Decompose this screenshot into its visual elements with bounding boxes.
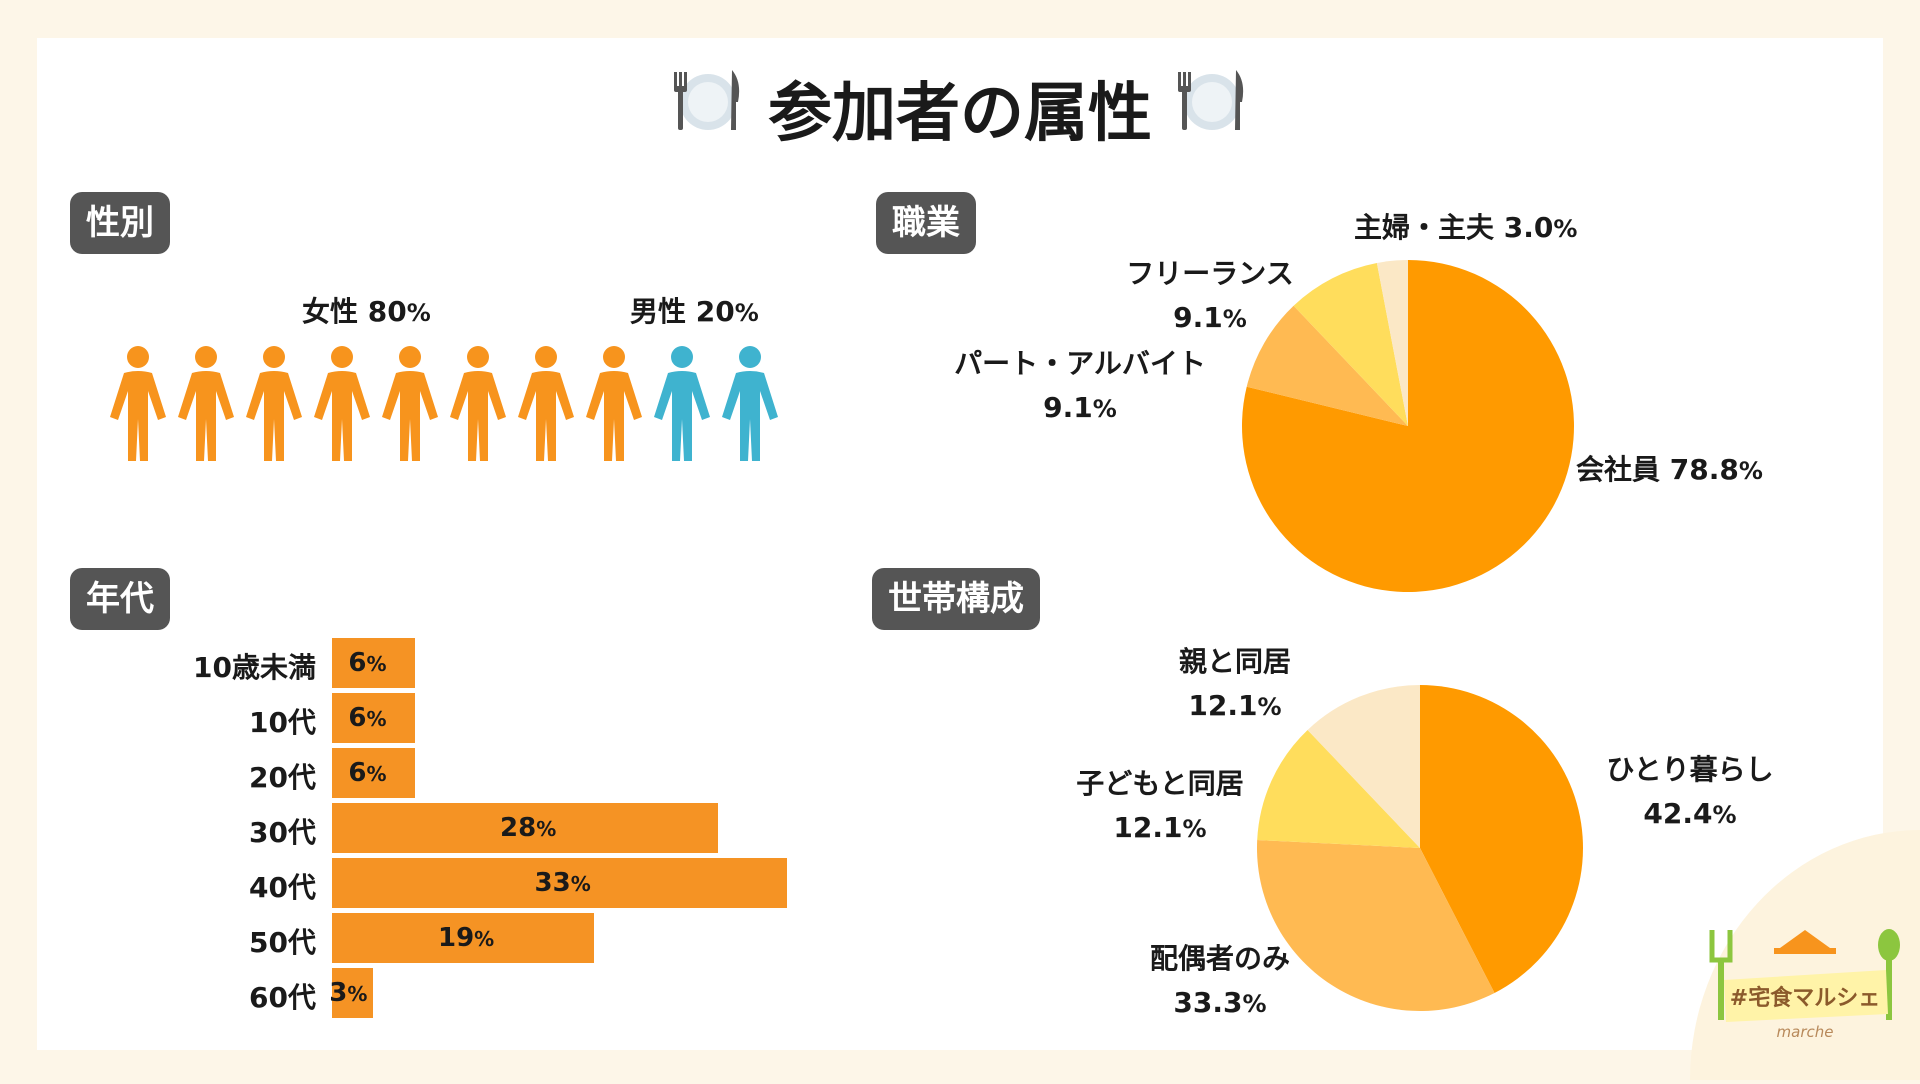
age-value-label: 3% <box>329 978 367 1008</box>
person-icon <box>516 345 576 463</box>
marche-logo: #宅食マルシェ marche <box>1690 830 1920 1080</box>
age-value-label: 6% <box>348 648 386 678</box>
logo-corner: #宅食マルシェ marche <box>1690 830 1920 1080</box>
job-label-employee: 会社員 78.8% <box>1576 448 1763 493</box>
age-bar: 3% <box>332 968 373 1018</box>
people-pictogram <box>108 345 788 465</box>
svg-text:marche: marche <box>1777 1023 1834 1041</box>
fork-icon <box>1718 960 1724 1020</box>
age-category-label: 10代 <box>116 701 316 741</box>
age-bar: 6% <box>332 693 415 743</box>
person-icon <box>584 345 644 463</box>
section-badge-household: 世帯構成 <box>872 568 1040 630</box>
age-bar: 6% <box>332 748 415 798</box>
age-category-label: 50代 <box>116 921 316 961</box>
section-badge-age: 年代 <box>70 568 170 630</box>
age-bar: 6% <box>332 638 415 688</box>
person-icon <box>244 345 304 463</box>
age-value-label: 6% <box>348 703 386 733</box>
person-icon <box>312 345 372 463</box>
section-badge-job: 職業 <box>876 192 976 254</box>
section-badge-gender: 性別 <box>70 192 170 254</box>
age-category-label: 40代 <box>116 866 316 906</box>
female-label: 女性 80% <box>302 290 431 335</box>
title-text: 参加者の属性 <box>768 77 1152 151</box>
age-bar: 19% <box>332 913 594 963</box>
person-icon <box>108 345 168 463</box>
svg-text:#宅食マルシェ: #宅食マルシェ <box>1730 985 1880 1011</box>
age-category-label: 60代 <box>116 976 316 1016</box>
person-icon <box>448 345 508 463</box>
male-label: 男性 20% <box>630 290 759 335</box>
fork-knife-plate-icon <box>1174 62 1250 154</box>
fork-knife-plate-icon <box>670 62 746 154</box>
age-value-label: 33% <box>535 868 591 898</box>
age-value-label: 28% <box>500 813 556 843</box>
age-value-label: 19% <box>438 923 494 953</box>
person-icon <box>720 345 780 463</box>
person-icon <box>380 345 440 463</box>
page-title: 参加者の属性 <box>0 62 1920 154</box>
job-label-housewife: 主婦・主夫 3.0% <box>1354 206 1577 251</box>
age-bar: 33% <box>332 858 787 908</box>
person-icon <box>652 345 712 463</box>
age-category-label: 30代 <box>116 811 316 851</box>
age-category-label: 20代 <box>116 756 316 796</box>
age-bar: 28% <box>332 803 718 853</box>
person-icon <box>176 345 236 463</box>
age-category-label: 10歳未満 <box>116 646 316 686</box>
age-value-label: 6% <box>348 758 386 788</box>
